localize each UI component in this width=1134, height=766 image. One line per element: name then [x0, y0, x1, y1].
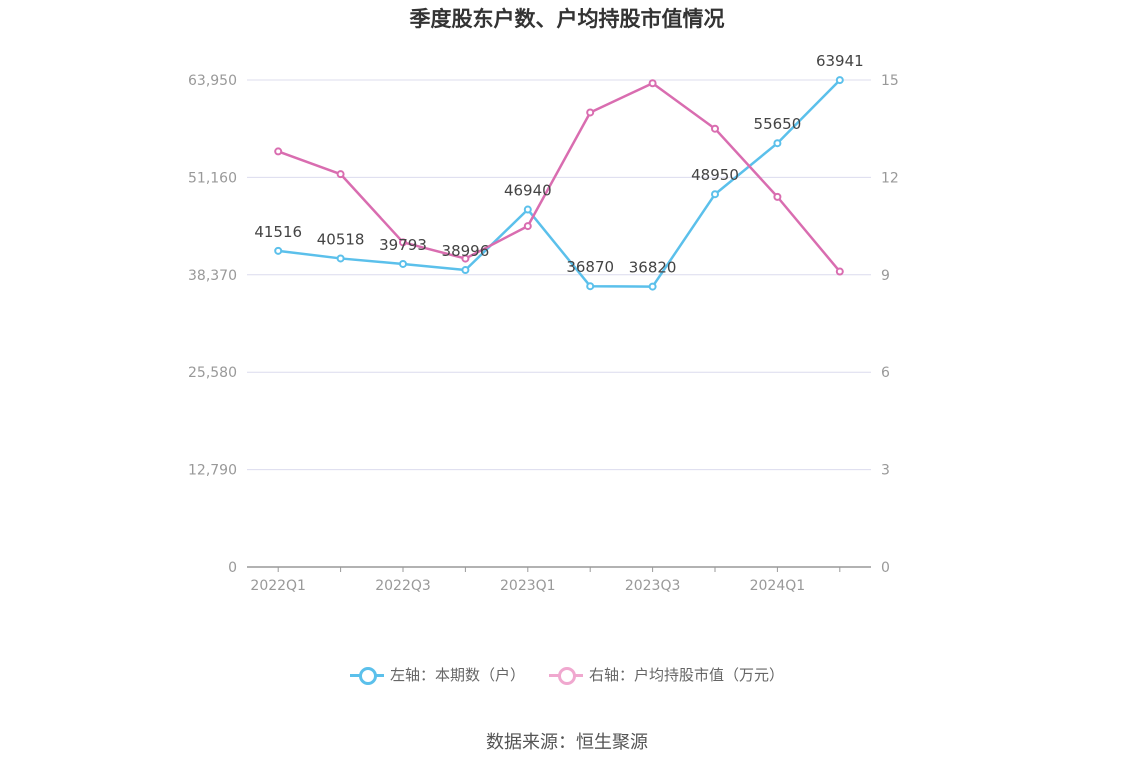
holder-count-point — [773, 139, 782, 148]
x-axis-tick-label: 2022Q1 — [250, 578, 306, 594]
avg-holding-value-point — [399, 238, 407, 247]
left-axis-tick-label: 25,580 — [188, 365, 237, 381]
right-axis-tick-label: 9 — [881, 268, 890, 284]
data-label: 36870 — [566, 258, 614, 276]
data-label: 48950 — [691, 166, 739, 184]
x-axis-tick-label: 2022Q3 — [375, 578, 431, 594]
legend-left-series-label: 左轴：本期数（户） — [389, 666, 525, 684]
left-axis-tick-label: 63,950 — [188, 73, 237, 89]
holder-count-point — [586, 282, 595, 291]
left-axis-tick-label: 51,160 — [188, 170, 237, 186]
right-axis-tick-label: 12 — [881, 170, 899, 186]
grid-lines — [247, 79, 871, 471]
right-axis-tick-label: 6 — [881, 365, 890, 381]
avg-holding-value-point — [461, 254, 470, 263]
holder-count-point — [648, 282, 657, 291]
data-label: 63941 — [816, 52, 864, 70]
holder-count-line — [278, 79, 841, 288]
data-label: 41516 — [254, 223, 302, 241]
left-axis-tick-label: 38,370 — [188, 268, 237, 284]
avg-holding-value-point — [274, 147, 283, 156]
holder-count-point — [274, 246, 283, 255]
legend-left-series-icon — [349, 665, 384, 685]
holder-count-point — [461, 266, 470, 275]
data-label: 38996 — [442, 242, 490, 260]
axes: 0 0 12,790 3 25,580 6 38,370 9 51,160 12 63,950 15 2… — [188, 73, 899, 594]
series-lines — [274, 76, 844, 291]
left-axis-tick-label: 12,790 — [188, 463, 237, 479]
left-axis-tick-label: 0 — [228, 560, 237, 576]
x-axis-tick-label: 2023Q1 — [500, 578, 556, 594]
holder-count-point — [399, 259, 407, 268]
avg-holding-value-point — [711, 124, 719, 133]
x-axis-tick-label: 2024Q1 — [750, 578, 806, 594]
data-label: 46940 — [504, 182, 552, 200]
holder-count-point — [523, 205, 532, 214]
avg-holding-value-point — [648, 79, 657, 88]
avg-holding-value-point — [523, 222, 532, 231]
chart-title: 季度股东户数、户均持股市值情况 — [409, 7, 725, 31]
data-label: 36820 — [629, 259, 677, 277]
avg-holding-value-point — [835, 267, 844, 276]
avg-holding-value-point — [336, 170, 345, 179]
legend-right-series-icon — [549, 665, 583, 685]
source-note: 数据来源：恒生聚源 — [486, 732, 648, 753]
data-labels: 41516 40518 39793 38996 46940 36870 36820 48950… — [254, 52, 863, 277]
avg-holding-value-point — [773, 192, 782, 201]
legend-item-left-series[interactable]: 左轴：本期数（户） — [349, 664, 525, 685]
legend: 左轴：本期数（户） 右轴：户均持股市值（万元） — [0, 664, 1134, 685]
avg-holding-value-point — [586, 108, 595, 117]
holder-count-point — [711, 190, 719, 199]
data-label: 39793 — [379, 236, 427, 254]
data-label: 55650 — [754, 115, 802, 133]
holder-count-point — [835, 76, 844, 85]
data-label: 40518 — [317, 230, 365, 248]
x-axis-tick-label: 2023Q3 — [625, 578, 681, 594]
holder-count-point — [336, 254, 345, 263]
right-axis-tick-label: 15 — [881, 73, 899, 89]
right-axis-tick-label: 0 — [881, 560, 890, 576]
legend-right-series-label: 右轴：户均持股市值（万元） — [589, 666, 785, 684]
right-axis-tick-label: 3 — [881, 463, 890, 479]
legend-item-right-series[interactable]: 右轴：户均持股市值（万元） — [549, 664, 784, 685]
avg-holding-value-line — [277, 81, 841, 273]
